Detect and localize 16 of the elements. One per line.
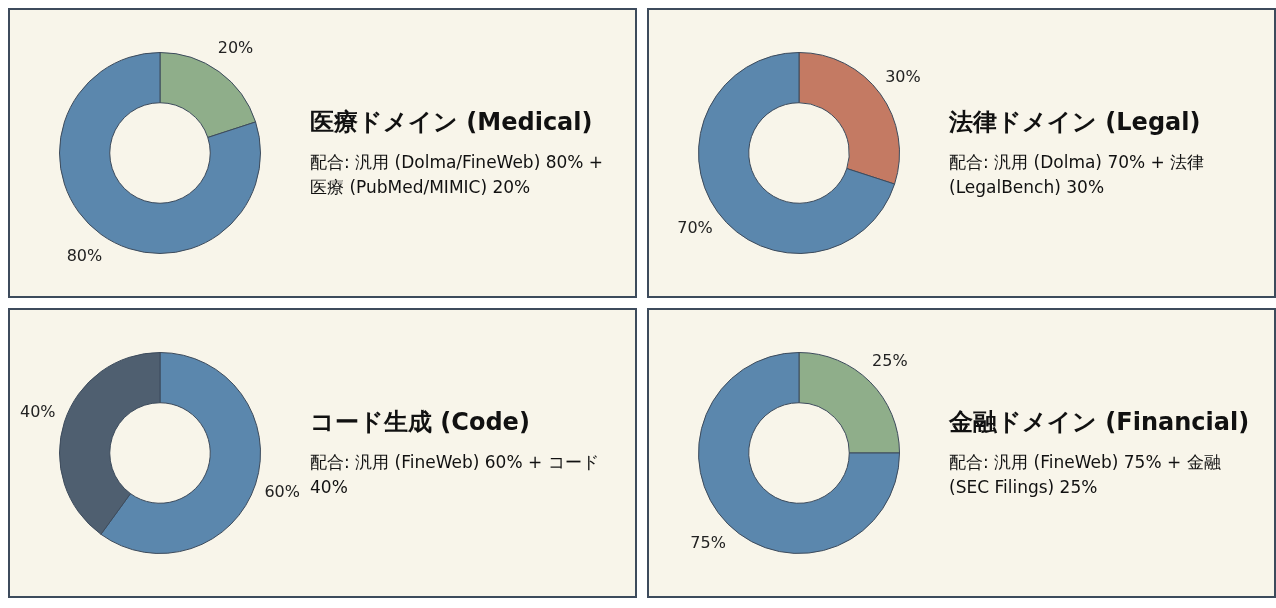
text: 医療ドメイン (Medical) — [310, 106, 594, 138]
text: 配合: 汎用 (Dolma) 70% + 法律 (LegalBench) 30% — [949, 150, 1206, 199]
data-label: 20% — [217, 38, 254, 58]
data-label: 60% — [264, 481, 300, 501]
text: 配合: 汎用 (FineWeb) 75% + 金融 (SEC Filings) 25% — [949, 450, 1222, 499]
data-label: 80% — [66, 246, 103, 266]
data-label: 25% — [872, 351, 908, 371]
data-label: 30% — [885, 66, 921, 86]
text: 金融ドメイン (Financial) — [949, 406, 1251, 438]
text: 法律ドメイン (Legal) — [949, 106, 1202, 138]
data-label: 40% — [20, 402, 56, 422]
text: 配合: 汎用 (Dolma/FineWeb) 80% + 医療 (PubMed/MIMIC) 20% — [310, 150, 605, 199]
text: 配合: 汎用 (FineWeb) 60% + コード 40% — [310, 450, 600, 499]
text: コード生成 (Code) — [310, 406, 531, 438]
data-label: 75% — [690, 533, 726, 553]
data-label: 70% — [677, 217, 713, 237]
